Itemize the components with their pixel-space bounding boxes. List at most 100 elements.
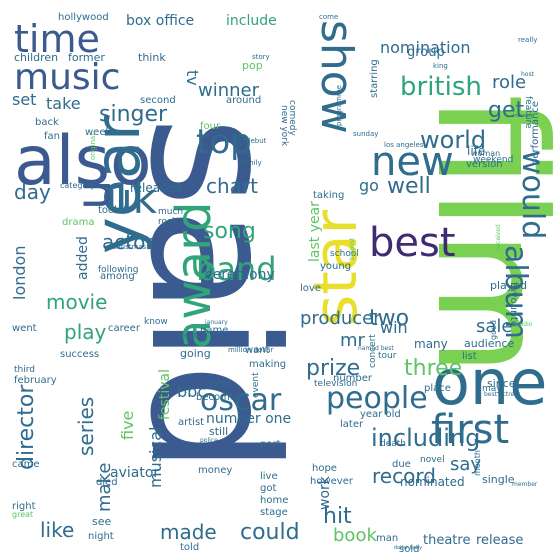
word-winner: winner xyxy=(198,80,260,101)
word-career: career xyxy=(108,323,140,334)
word-young: young xyxy=(320,261,352,272)
word-four: four xyxy=(200,121,221,132)
word-best-actress: best actress xyxy=(484,391,521,398)
word-chart: chart xyxy=(206,174,258,198)
word-taking: taking xyxy=(313,190,345,201)
word-debut: debut xyxy=(246,137,267,145)
word-novel: novel xyxy=(420,455,445,465)
word-great: great xyxy=(12,510,34,519)
word-love: love xyxy=(300,283,321,294)
word-producer: producer xyxy=(300,308,381,329)
word-since: since xyxy=(487,377,516,390)
word-box-office: box office xyxy=(126,13,195,29)
word-added: added xyxy=(75,236,91,280)
word-making: making xyxy=(249,359,287,370)
word-including: including xyxy=(371,424,481,452)
word-received: received xyxy=(495,224,502,250)
word-include: include xyxy=(226,13,277,29)
word-new: new xyxy=(371,139,454,185)
word-former: former xyxy=(68,51,105,64)
word-money: money xyxy=(198,465,233,476)
word-set: set xyxy=(12,90,37,109)
word-mr: mr xyxy=(340,330,365,351)
word-nominated: nominated xyxy=(400,475,465,489)
word-year-old: year old xyxy=(360,409,401,420)
word-book: book xyxy=(333,525,377,546)
word-month: month xyxy=(473,450,482,476)
word-uk: uk xyxy=(106,174,157,223)
word-take: take xyxy=(46,94,81,113)
word-second: second xyxy=(140,95,176,106)
word-actor: actor xyxy=(102,230,154,254)
word-children: children xyxy=(14,51,59,64)
word-got: got xyxy=(260,483,277,494)
word-festival: festival xyxy=(157,369,173,420)
word-died: died xyxy=(96,477,118,488)
word-become: become xyxy=(196,392,237,403)
word-third: third xyxy=(14,365,35,375)
word-school: school xyxy=(330,249,359,259)
word-rock: rock xyxy=(158,217,178,227)
word-may: may xyxy=(482,384,502,394)
word-number-one: number one xyxy=(206,411,292,427)
word-came: came xyxy=(12,459,40,470)
word-told: told xyxy=(180,542,200,553)
word-king: king xyxy=(433,62,448,70)
word-movie: movie xyxy=(46,290,108,314)
word-event: event xyxy=(251,372,261,398)
word-good: good xyxy=(489,320,498,340)
word-get: get xyxy=(488,98,525,123)
word-play: play xyxy=(64,320,107,344)
word-week: week xyxy=(85,127,112,138)
word-oscar: oscar xyxy=(200,383,282,418)
word-prize: prize xyxy=(306,356,361,381)
word-took: took xyxy=(98,205,120,216)
word-hollywood: hollywood xyxy=(58,12,109,23)
word-went: went xyxy=(12,323,37,334)
word-released: released xyxy=(130,181,182,195)
word-stage: stage xyxy=(260,507,288,518)
word-around: around xyxy=(226,95,262,106)
word-live: live xyxy=(260,471,278,482)
word-place: place xyxy=(424,383,451,394)
word-like: like xyxy=(40,518,75,542)
word-sale: sale xyxy=(476,316,513,337)
word-new-york: new york xyxy=(279,105,289,147)
word-still: still xyxy=(209,425,229,438)
word-top: top xyxy=(196,122,252,162)
word-made: made xyxy=(160,520,217,544)
word-day: day xyxy=(14,180,51,204)
word-aviator: aviator xyxy=(110,465,160,481)
word-five: five xyxy=(118,410,137,440)
word-group: group xyxy=(407,45,445,60)
word-life: life xyxy=(467,144,486,158)
word-one: one xyxy=(432,346,548,419)
word-right: right xyxy=(12,501,36,512)
word-record: record xyxy=(372,464,436,488)
word-sunday: sunday xyxy=(353,130,379,138)
word-three: three xyxy=(404,356,463,381)
word-hope: hope xyxy=(312,463,337,474)
word-go: go xyxy=(359,176,379,195)
word-artist: artist xyxy=(178,417,205,428)
word-family: family xyxy=(240,159,262,167)
word-fan: fan xyxy=(44,131,60,142)
word-hit: hit xyxy=(323,504,352,529)
word-man: man xyxy=(376,533,399,544)
word-february: february xyxy=(14,375,57,386)
word-band: band xyxy=(196,250,277,288)
word-think: think xyxy=(138,51,166,64)
word-best: best xyxy=(369,220,456,266)
word-tour: tour xyxy=(378,351,397,361)
word-original: original xyxy=(89,133,97,160)
word-later: later xyxy=(340,419,364,430)
word-due: due xyxy=(392,459,411,470)
word-home: home xyxy=(260,495,289,506)
word-could: could xyxy=(240,520,300,545)
word-los-angeles: los angeles xyxy=(384,141,424,149)
word-january: january xyxy=(205,319,228,326)
word-ceremony: ceremony xyxy=(205,267,275,283)
word-come: come xyxy=(319,13,339,21)
word-first: first xyxy=(431,407,510,453)
